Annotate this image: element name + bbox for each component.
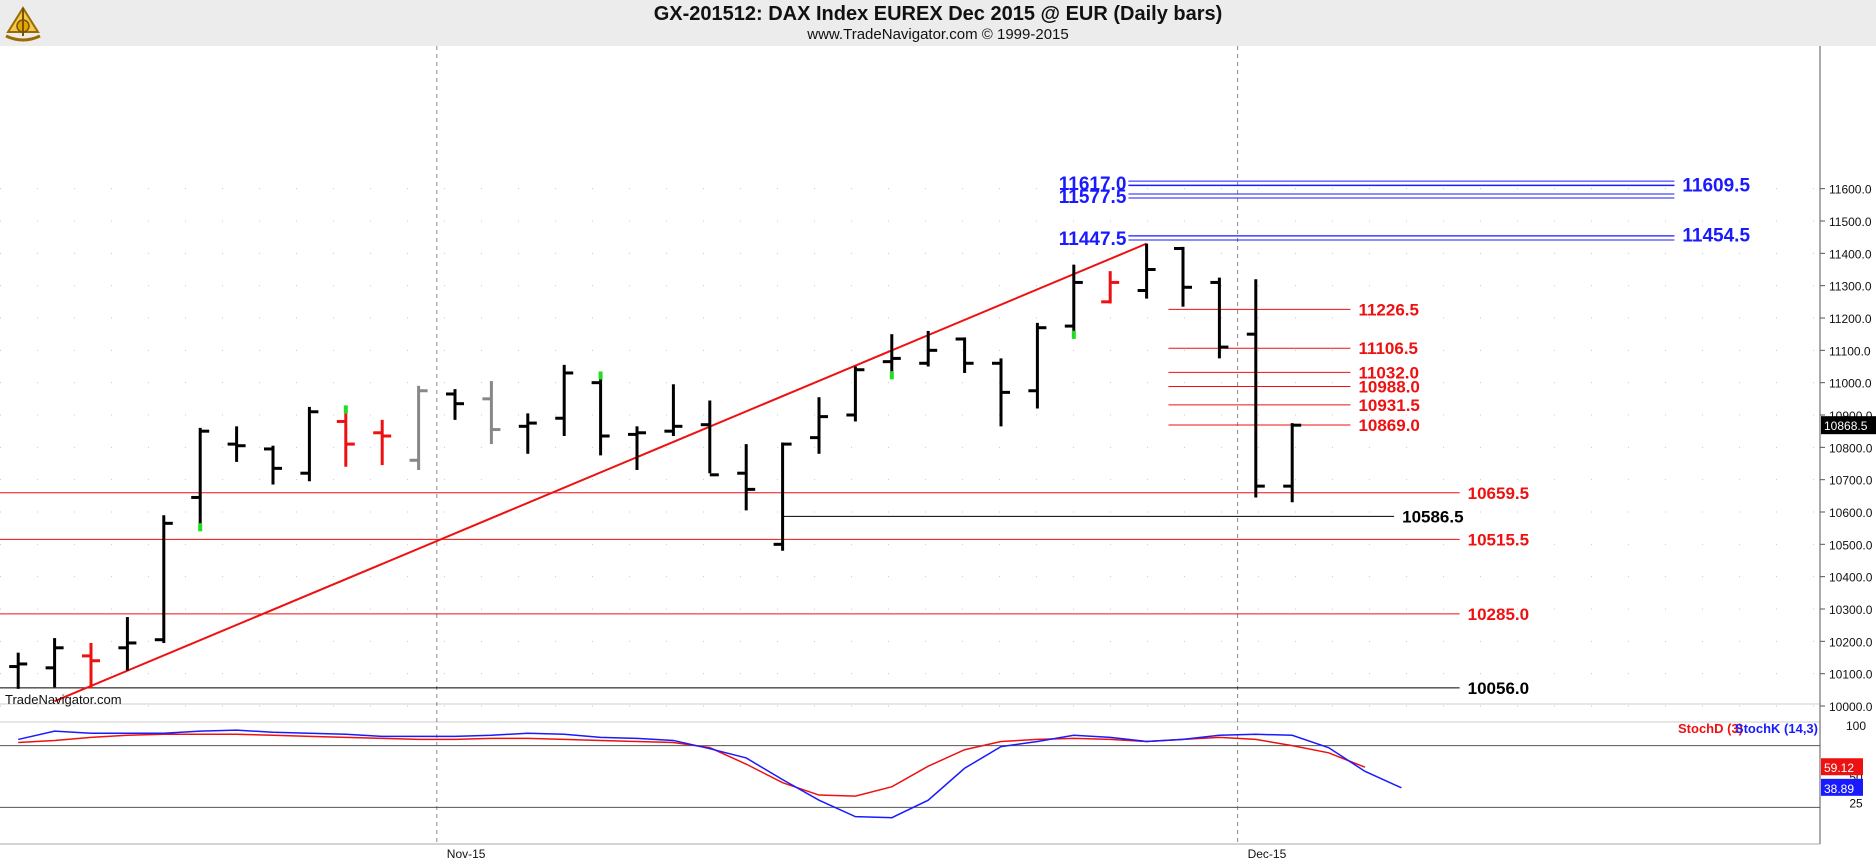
price-axis-label: 10000.0 [1829, 700, 1873, 714]
ohlc-bar [737, 444, 756, 511]
legend-stoch-k: StochK (14,3) [1735, 721, 1818, 736]
ohlc-bar [300, 406, 319, 482]
price-axis-label: 10700.0 [1829, 474, 1873, 488]
ohlc-bar [336, 405, 355, 467]
ohlc-bar [518, 413, 537, 454]
time-axis-label: Dec-15 [1248, 847, 1287, 861]
ohlc-bar [82, 642, 100, 689]
level-label: 11447.5 [1059, 229, 1127, 250]
ohlc-bar [773, 442, 792, 551]
price-axis-label: 10600.0 [1829, 506, 1873, 520]
level-label: 11106.5 [1358, 339, 1418, 358]
chart-subtitle: www.TradeNavigator.com © 1999-2015 [807, 26, 1069, 43]
panel-gap [0, 706, 1820, 736]
time-axis-label: Nov-15 [447, 847, 486, 861]
ohlc-bar [810, 397, 828, 454]
signal-dot [198, 523, 203, 532]
level-label: 10659.5 [1468, 484, 1529, 503]
signal-dot [598, 371, 603, 380]
stoch-k-value-box [1821, 778, 1863, 796]
ohlc-bar [919, 330, 938, 367]
ohlc-bar [446, 389, 464, 420]
price-axis-label: 11300.0 [1829, 280, 1872, 294]
ohlc-bar [992, 358, 1010, 427]
ohlc-bar [45, 638, 64, 688]
level-label: 10515.5 [1468, 530, 1529, 549]
signal-dot [889, 371, 894, 380]
level-label: 10988.0 [1358, 378, 1419, 397]
ohlc-bar [628, 426, 646, 470]
price-axis-label: 10100.0 [1829, 668, 1873, 682]
ohlc-bar [1246, 279, 1265, 498]
ohlc-bar [1101, 271, 1120, 304]
ohlc-bar [1210, 277, 1229, 359]
ohlc-bar [1174, 246, 1192, 307]
signal-dot [343, 405, 348, 414]
ohlc-bar [1028, 322, 1047, 409]
ohlc-bar [882, 334, 901, 380]
ohlc-bar [700, 400, 719, 477]
stoch-k-line [18, 729, 1402, 819]
ohlc-bar [846, 366, 865, 422]
price-axis-label: 10500.0 [1829, 538, 1873, 552]
ohlc-bar [1283, 423, 1302, 503]
ohlc-bar [955, 337, 974, 373]
level-label: 11226.5 [1358, 300, 1419, 319]
price-axis-label: 11100.0 [1829, 344, 1871, 358]
trendline [54, 242, 1147, 703]
level-label: 10285.0 [1468, 605, 1529, 624]
level-label: 11577.5 [1059, 187, 1127, 208]
stoch-axis-label: 25 [1849, 796, 1863, 810]
ohlc-bar [664, 384, 683, 437]
stoch-d-value: 59.12 [1824, 761, 1854, 775]
level-label: 11609.5 [1682, 176, 1750, 197]
ohlc-bar [373, 419, 392, 466]
price-axis-label: 10200.0 [1829, 635, 1873, 649]
price-axis-label: 11600.0 [1829, 183, 1872, 197]
price-axis-label: 11400.0 [1829, 247, 1872, 261]
stoch-k-value: 38.89 [1824, 782, 1854, 796]
level-label: 11032.0 [1358, 363, 1419, 382]
last-price-label: 10868.5 [1824, 419, 1868, 433]
ohlc-bar [409, 385, 428, 470]
stoch-axis-label: 100 [1846, 719, 1866, 733]
price-axis-label: 11000.0 [1829, 377, 1872, 391]
level-label: 10869.0 [1358, 416, 1419, 435]
ohlc-bar [9, 652, 28, 689]
ohlc-bar [264, 445, 282, 485]
price-axis-label: 10300.0 [1829, 603, 1873, 617]
price-axis-label: 11200.0 [1829, 312, 1872, 326]
ohlc-bar [1137, 243, 1156, 299]
level-label: 11454.5 [1682, 226, 1750, 247]
level-label: 10931.5 [1358, 396, 1419, 415]
ohlc-bar [227, 426, 246, 462]
level-label: 11617.0 [1059, 174, 1127, 195]
chart-title: GX-201512: DAX Index EUREX Dec 2015 @ EU… [653, 3, 1223, 25]
ohlc-bar [191, 427, 210, 532]
axis-background [1820, 46, 1876, 863]
ohlc-bar [118, 617, 137, 671]
ohlc-bar [154, 515, 173, 643]
legend-stoch-d: StochD (3) [1678, 721, 1743, 736]
sextant-logo-icon [2, 2, 44, 42]
level-label: 10056.0 [1468, 679, 1529, 698]
price-axis-label: 11500.0 [1829, 215, 1872, 229]
watermark: TradeNavigator.com [5, 692, 122, 707]
price-axis-label: 10800.0 [1829, 441, 1873, 455]
last-price-box [1821, 416, 1876, 435]
plot-background [0, 46, 1876, 863]
chart-header: GX-201512: DAX Index EUREX Dec 2015 @ EU… [0, 0, 1876, 46]
ohlc-bar [555, 364, 574, 437]
ohlc-bar [1064, 264, 1083, 339]
signal-dot [1071, 330, 1076, 339]
ohlc-bar [482, 381, 501, 445]
ohlc-bar [591, 371, 610, 456]
price-axis-label: 10400.0 [1829, 571, 1873, 585]
stoch-d-value-box [1821, 758, 1863, 776]
level-label: 10586.5 [1402, 507, 1463, 526]
